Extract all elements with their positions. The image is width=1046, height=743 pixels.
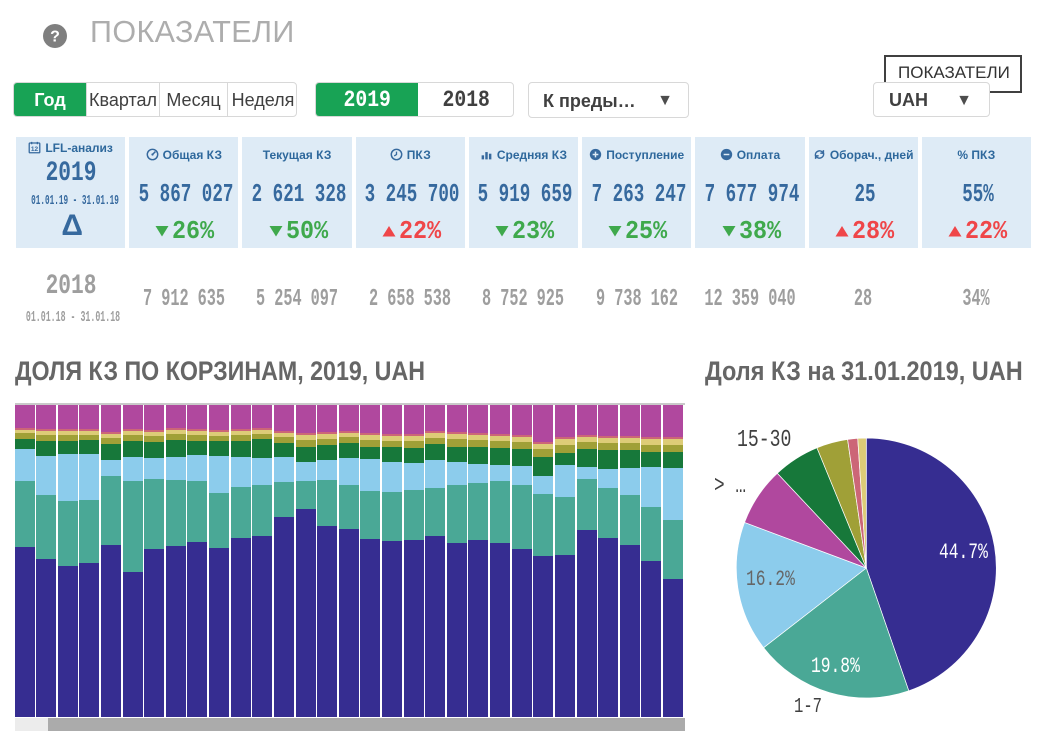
svg-text:?: ?	[50, 29, 60, 46]
svg-text:12: 12	[31, 146, 39, 153]
